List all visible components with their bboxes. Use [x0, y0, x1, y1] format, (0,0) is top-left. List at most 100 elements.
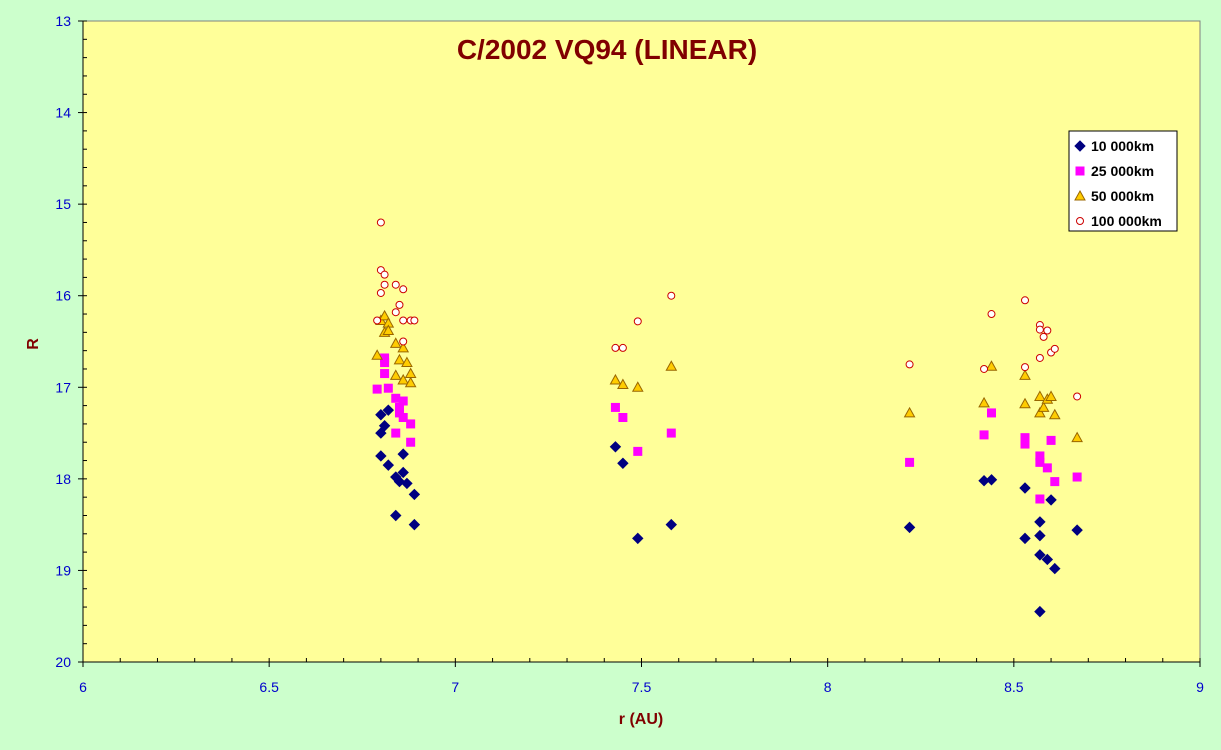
data-point	[382, 324, 395, 336]
legend-marker	[1074, 189, 1086, 201]
data-point	[371, 349, 383, 360]
data-point	[1071, 431, 1083, 443]
y-tick-label: 13	[55, 13, 71, 29]
data-point	[1035, 451, 1045, 461]
legend-label: 25 000km	[1091, 163, 1154, 179]
data-point	[397, 448, 409, 460]
data-point	[1071, 524, 1083, 536]
data-point	[903, 406, 916, 418]
data-point	[398, 396, 408, 406]
data-point	[401, 356, 413, 368]
data-point	[382, 404, 395, 416]
data-point	[399, 285, 408, 294]
data-point	[380, 280, 389, 289]
data-point	[397, 341, 410, 353]
data-point	[1050, 344, 1059, 353]
series-2	[372, 353, 1082, 504]
y-tick-label: 18	[55, 471, 71, 487]
chart-title: C/2002 VQ94 (LINEAR)	[457, 34, 757, 65]
data-point	[1048, 408, 1061, 420]
data-point	[399, 316, 408, 325]
data-point	[380, 369, 390, 379]
data-point	[382, 459, 395, 471]
data-point	[406, 419, 416, 429]
legend-box	[1068, 130, 1178, 232]
data-point	[986, 408, 996, 418]
data-point	[375, 427, 387, 439]
data-point	[1034, 605, 1046, 618]
data-point	[380, 270, 389, 279]
data-point	[665, 360, 678, 371]
data-point	[667, 291, 676, 300]
data-point	[618, 413, 628, 423]
data-point	[389, 337, 402, 348]
data-points	[371, 218, 1083, 618]
x-tick-label: 7.5	[632, 679, 652, 695]
data-point	[985, 360, 998, 371]
data-point	[397, 373, 410, 385]
x-axis-label: r (AU)	[619, 711, 663, 728]
data-point	[372, 384, 382, 394]
legend-label: 50 000km	[1091, 188, 1154, 204]
data-point	[1072, 472, 1082, 482]
data-point	[383, 383, 393, 393]
data-point	[390, 509, 402, 522]
data-point	[617, 378, 629, 390]
legend-marker	[1076, 217, 1084, 225]
data-point	[1049, 562, 1061, 575]
data-point	[1019, 482, 1031, 494]
y-tick-label: 20	[55, 654, 71, 670]
data-point	[1045, 390, 1057, 401]
data-point	[1046, 435, 1056, 445]
data-point	[408, 518, 421, 531]
data-point	[1041, 553, 1054, 566]
y-tick-label: 16	[55, 288, 71, 304]
data-point	[404, 376, 417, 388]
data-point	[1034, 390, 1046, 401]
data-point	[391, 280, 400, 289]
x-tick-label: 6.5	[259, 679, 279, 695]
data-point	[905, 457, 915, 467]
data-point	[978, 396, 990, 408]
data-point	[1034, 529, 1046, 542]
data-point	[410, 316, 419, 325]
data-point	[395, 300, 404, 309]
data-point	[375, 409, 387, 421]
series-4	[373, 218, 1082, 401]
y-axis-label: R	[25, 338, 42, 350]
x-tick-label: 6	[79, 679, 87, 695]
data-point	[373, 316, 382, 325]
x-tick-label: 8.5	[1004, 679, 1024, 695]
axes: 6 6.5 7 7.5 8 8.5 9 13 14 15 16 17 18 19 20	[55, 13, 1204, 695]
data-point	[1035, 494, 1045, 504]
data-point	[376, 288, 385, 297]
data-point	[1034, 516, 1046, 528]
data-point	[375, 450, 387, 462]
legend-label: 100 000km	[1091, 213, 1162, 229]
y-tick-label: 14	[55, 105, 71, 121]
data-point	[391, 393, 401, 403]
legend-label: 10 000km	[1091, 138, 1154, 154]
data-point	[618, 343, 627, 352]
series-1	[375, 404, 1083, 618]
data-point	[987, 310, 996, 319]
data-point	[1020, 439, 1030, 449]
legend-marker	[1074, 140, 1086, 152]
data-point	[666, 428, 676, 438]
y-tick-label: 19	[55, 562, 71, 578]
data-point	[378, 420, 391, 432]
data-point	[1035, 325, 1044, 334]
data-point	[985, 474, 998, 486]
y-tick-label: 17	[55, 379, 71, 395]
y-tick-label: 15	[55, 196, 71, 212]
data-point	[1021, 296, 1030, 305]
data-point	[632, 532, 644, 545]
x-tick-label: 8	[824, 679, 832, 695]
data-point	[610, 402, 620, 412]
data-point	[1037, 401, 1050, 412]
data-point	[1019, 369, 1031, 380]
data-point	[1021, 363, 1030, 372]
data-point	[903, 521, 916, 534]
data-point	[376, 218, 385, 227]
data-point	[1073, 392, 1082, 401]
